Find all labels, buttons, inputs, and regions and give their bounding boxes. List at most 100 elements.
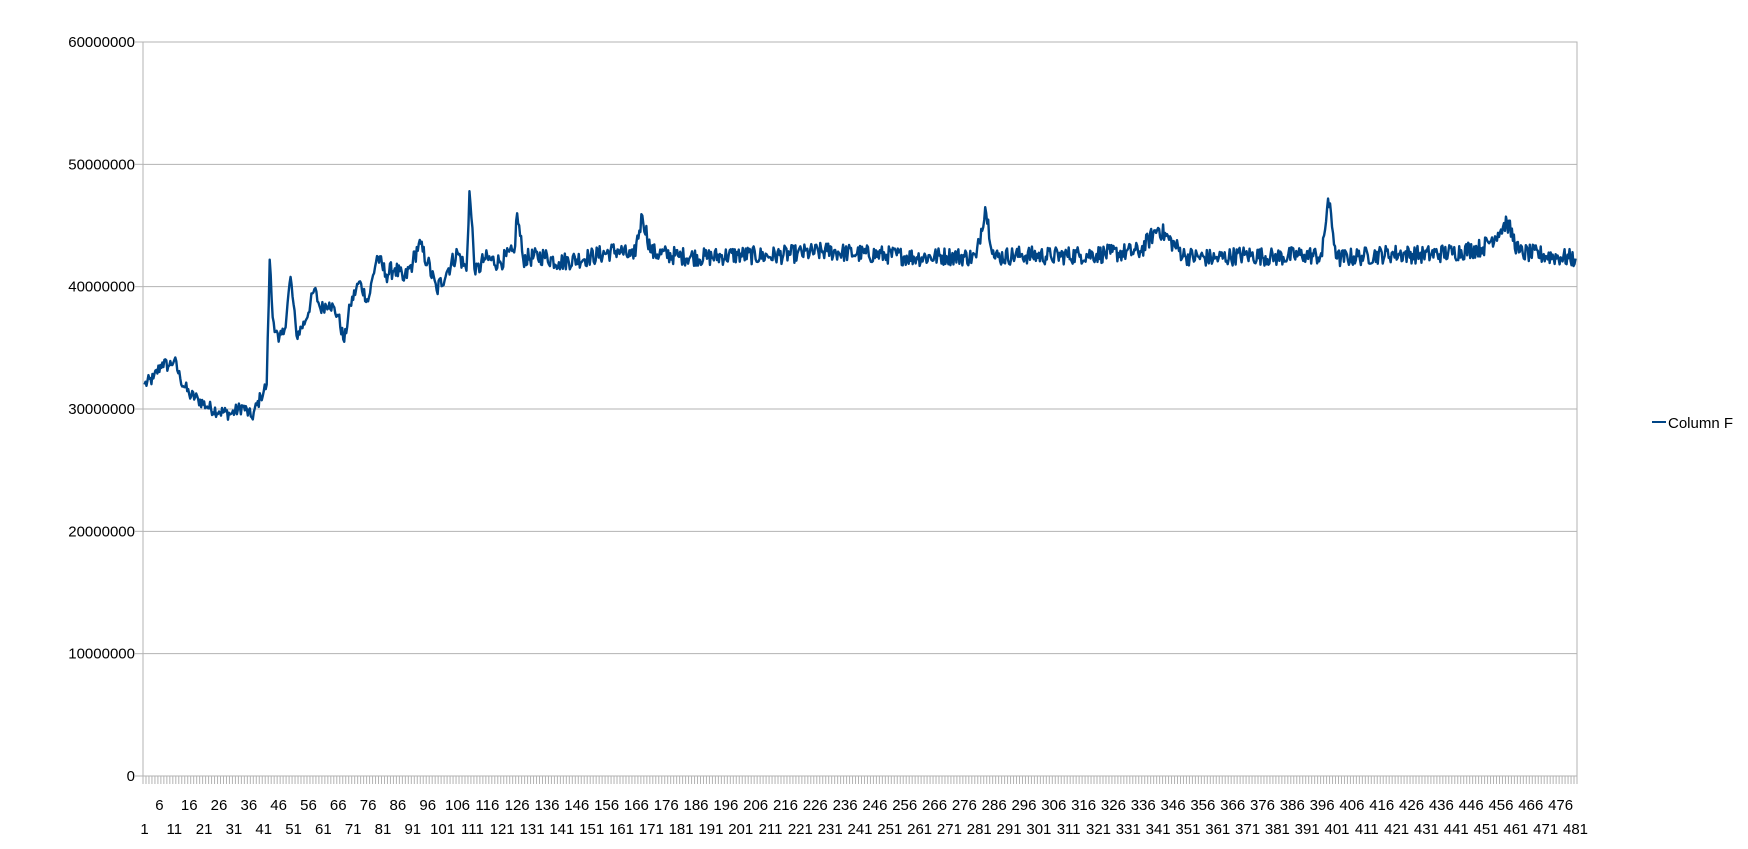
y-tick-label: 0 xyxy=(127,768,135,785)
x-tick-label: 86 xyxy=(390,797,407,814)
x-tick-label: 431 xyxy=(1414,821,1439,838)
x-tick-label: 141 xyxy=(549,821,574,838)
x-tick-label: 336 xyxy=(1131,797,1156,814)
x-tick-label: 31 xyxy=(226,821,243,838)
x-tick-label: 416 xyxy=(1369,797,1394,814)
x-tick-label: 306 xyxy=(1041,797,1066,814)
x-tick-label: 441 xyxy=(1444,821,1469,838)
x-tick-label: 401 xyxy=(1324,821,1349,838)
x-tick-label: 331 xyxy=(1116,821,1141,838)
x-tick-label: 1 xyxy=(140,821,148,838)
x-tick-label: 461 xyxy=(1503,821,1528,838)
x-tick-label: 411 xyxy=(1355,821,1379,838)
x-tick-label: 156 xyxy=(594,797,619,814)
x-tick-label: 231 xyxy=(818,821,843,838)
x-tick-label: 176 xyxy=(654,797,679,814)
x-tick-label: 451 xyxy=(1474,821,1499,838)
x-axis-minor-ticks xyxy=(142,776,1578,784)
x-tick-label: 471 xyxy=(1533,821,1558,838)
x-tick-label: 271 xyxy=(937,821,962,838)
x-tick-label: 181 xyxy=(669,821,694,838)
x-tick-label: 291 xyxy=(997,821,1022,838)
x-tick-label: 136 xyxy=(534,797,559,814)
x-tick-label: 456 xyxy=(1488,797,1513,814)
x-tick-label: 21 xyxy=(196,821,213,838)
x-tick-label: 206 xyxy=(743,797,768,814)
x-tick-label: 131 xyxy=(520,821,545,838)
y-tick-label: 40000000 xyxy=(68,279,135,296)
x-tick-label: 476 xyxy=(1548,797,1573,814)
x-tick-label: 51 xyxy=(285,821,302,838)
x-tick-label: 276 xyxy=(952,797,977,814)
y-tick-label: 30000000 xyxy=(68,401,135,418)
x-tick-label: 146 xyxy=(564,797,589,814)
x-tick-label: 466 xyxy=(1518,797,1543,814)
x-tick-label: 406 xyxy=(1339,797,1364,814)
y-tick-label: 10000000 xyxy=(68,646,135,663)
x-tick-label: 241 xyxy=(847,821,872,838)
y-axis: 0 10000000 20000000 30000000 40000000 5000000… xyxy=(68,34,143,785)
x-tick-label: 251 xyxy=(877,821,902,838)
x-tick-label: 281 xyxy=(967,821,992,838)
x-tick-label: 311 xyxy=(1057,821,1081,838)
x-tick-label: 6 xyxy=(155,797,163,814)
x-tick-label: 371 xyxy=(1235,821,1260,838)
x-tick-label: 396 xyxy=(1310,797,1335,814)
x-tick-label: 211 xyxy=(759,821,783,838)
x-tick-label: 196 xyxy=(713,797,738,814)
x-tick-label: 236 xyxy=(833,797,858,814)
y-tick-label: 60000000 xyxy=(68,34,135,51)
x-tick-label: 216 xyxy=(773,797,798,814)
x-tick-label: 321 xyxy=(1086,821,1111,838)
x-tick-label: 61 xyxy=(315,821,332,838)
x-tick-label: 71 xyxy=(345,821,362,838)
x-tick-label: 356 xyxy=(1190,797,1215,814)
x-tick-label: 266 xyxy=(922,797,947,814)
x-tick-label: 261 xyxy=(907,821,932,838)
x-tick-label: 326 xyxy=(1101,797,1126,814)
x-tick-label: 46 xyxy=(270,797,287,814)
x-tick-label: 186 xyxy=(684,797,709,814)
x-tick-label: 436 xyxy=(1429,797,1454,814)
x-tick-label: 221 xyxy=(788,821,813,838)
x-tick-label: 391 xyxy=(1295,821,1320,838)
x-tick-label: 296 xyxy=(1011,797,1036,814)
x-tick-label: 161 xyxy=(609,821,634,838)
x-tick-label: 81 xyxy=(375,821,392,838)
x-tick-label: 41 xyxy=(255,821,272,838)
y-tick-label: 50000000 xyxy=(68,156,135,173)
legend: Column F xyxy=(1652,415,1733,432)
x-tick-label: 381 xyxy=(1265,821,1290,838)
x-tick-label: 96 xyxy=(419,797,436,814)
x-tick-label: 91 xyxy=(404,821,421,838)
x-tick-label: 171 xyxy=(639,821,664,838)
x-tick-label: 446 xyxy=(1459,797,1484,814)
y-tick-label: 20000000 xyxy=(68,523,135,540)
x-tick-label: 386 xyxy=(1280,797,1305,814)
x-tick-label: 151 xyxy=(579,821,604,838)
x-tick-label: 286 xyxy=(982,797,1007,814)
grid-lines xyxy=(143,41,1577,777)
x-tick-label: 16 xyxy=(181,797,198,814)
x-tick-label: 421 xyxy=(1384,821,1409,838)
x-tick-label: 106 xyxy=(445,797,470,814)
x-tick-label: 36 xyxy=(240,797,257,814)
x-tick-label: 226 xyxy=(803,797,828,814)
x-tick-label: 366 xyxy=(1220,797,1245,814)
x-tick-label: 256 xyxy=(892,797,917,814)
series-line-column-f xyxy=(143,190,1577,421)
series-layer xyxy=(143,190,1577,421)
x-tick-label: 66 xyxy=(330,797,347,814)
x-tick-label: 346 xyxy=(1161,797,1186,814)
x-tick-label: 56 xyxy=(300,797,317,814)
legend-label-column-f: Column F xyxy=(1668,415,1733,432)
x-tick-label: 121 xyxy=(490,821,515,838)
x-axis: 1611162126313641465156616671768186919610… xyxy=(140,797,1588,838)
x-tick-label: 111 xyxy=(461,821,484,838)
x-tick-label: 351 xyxy=(1175,821,1200,838)
x-tick-label: 26 xyxy=(211,797,228,814)
x-tick-label: 116 xyxy=(475,797,499,814)
x-tick-label: 316 xyxy=(1071,797,1096,814)
x-tick-label: 301 xyxy=(1026,821,1051,838)
